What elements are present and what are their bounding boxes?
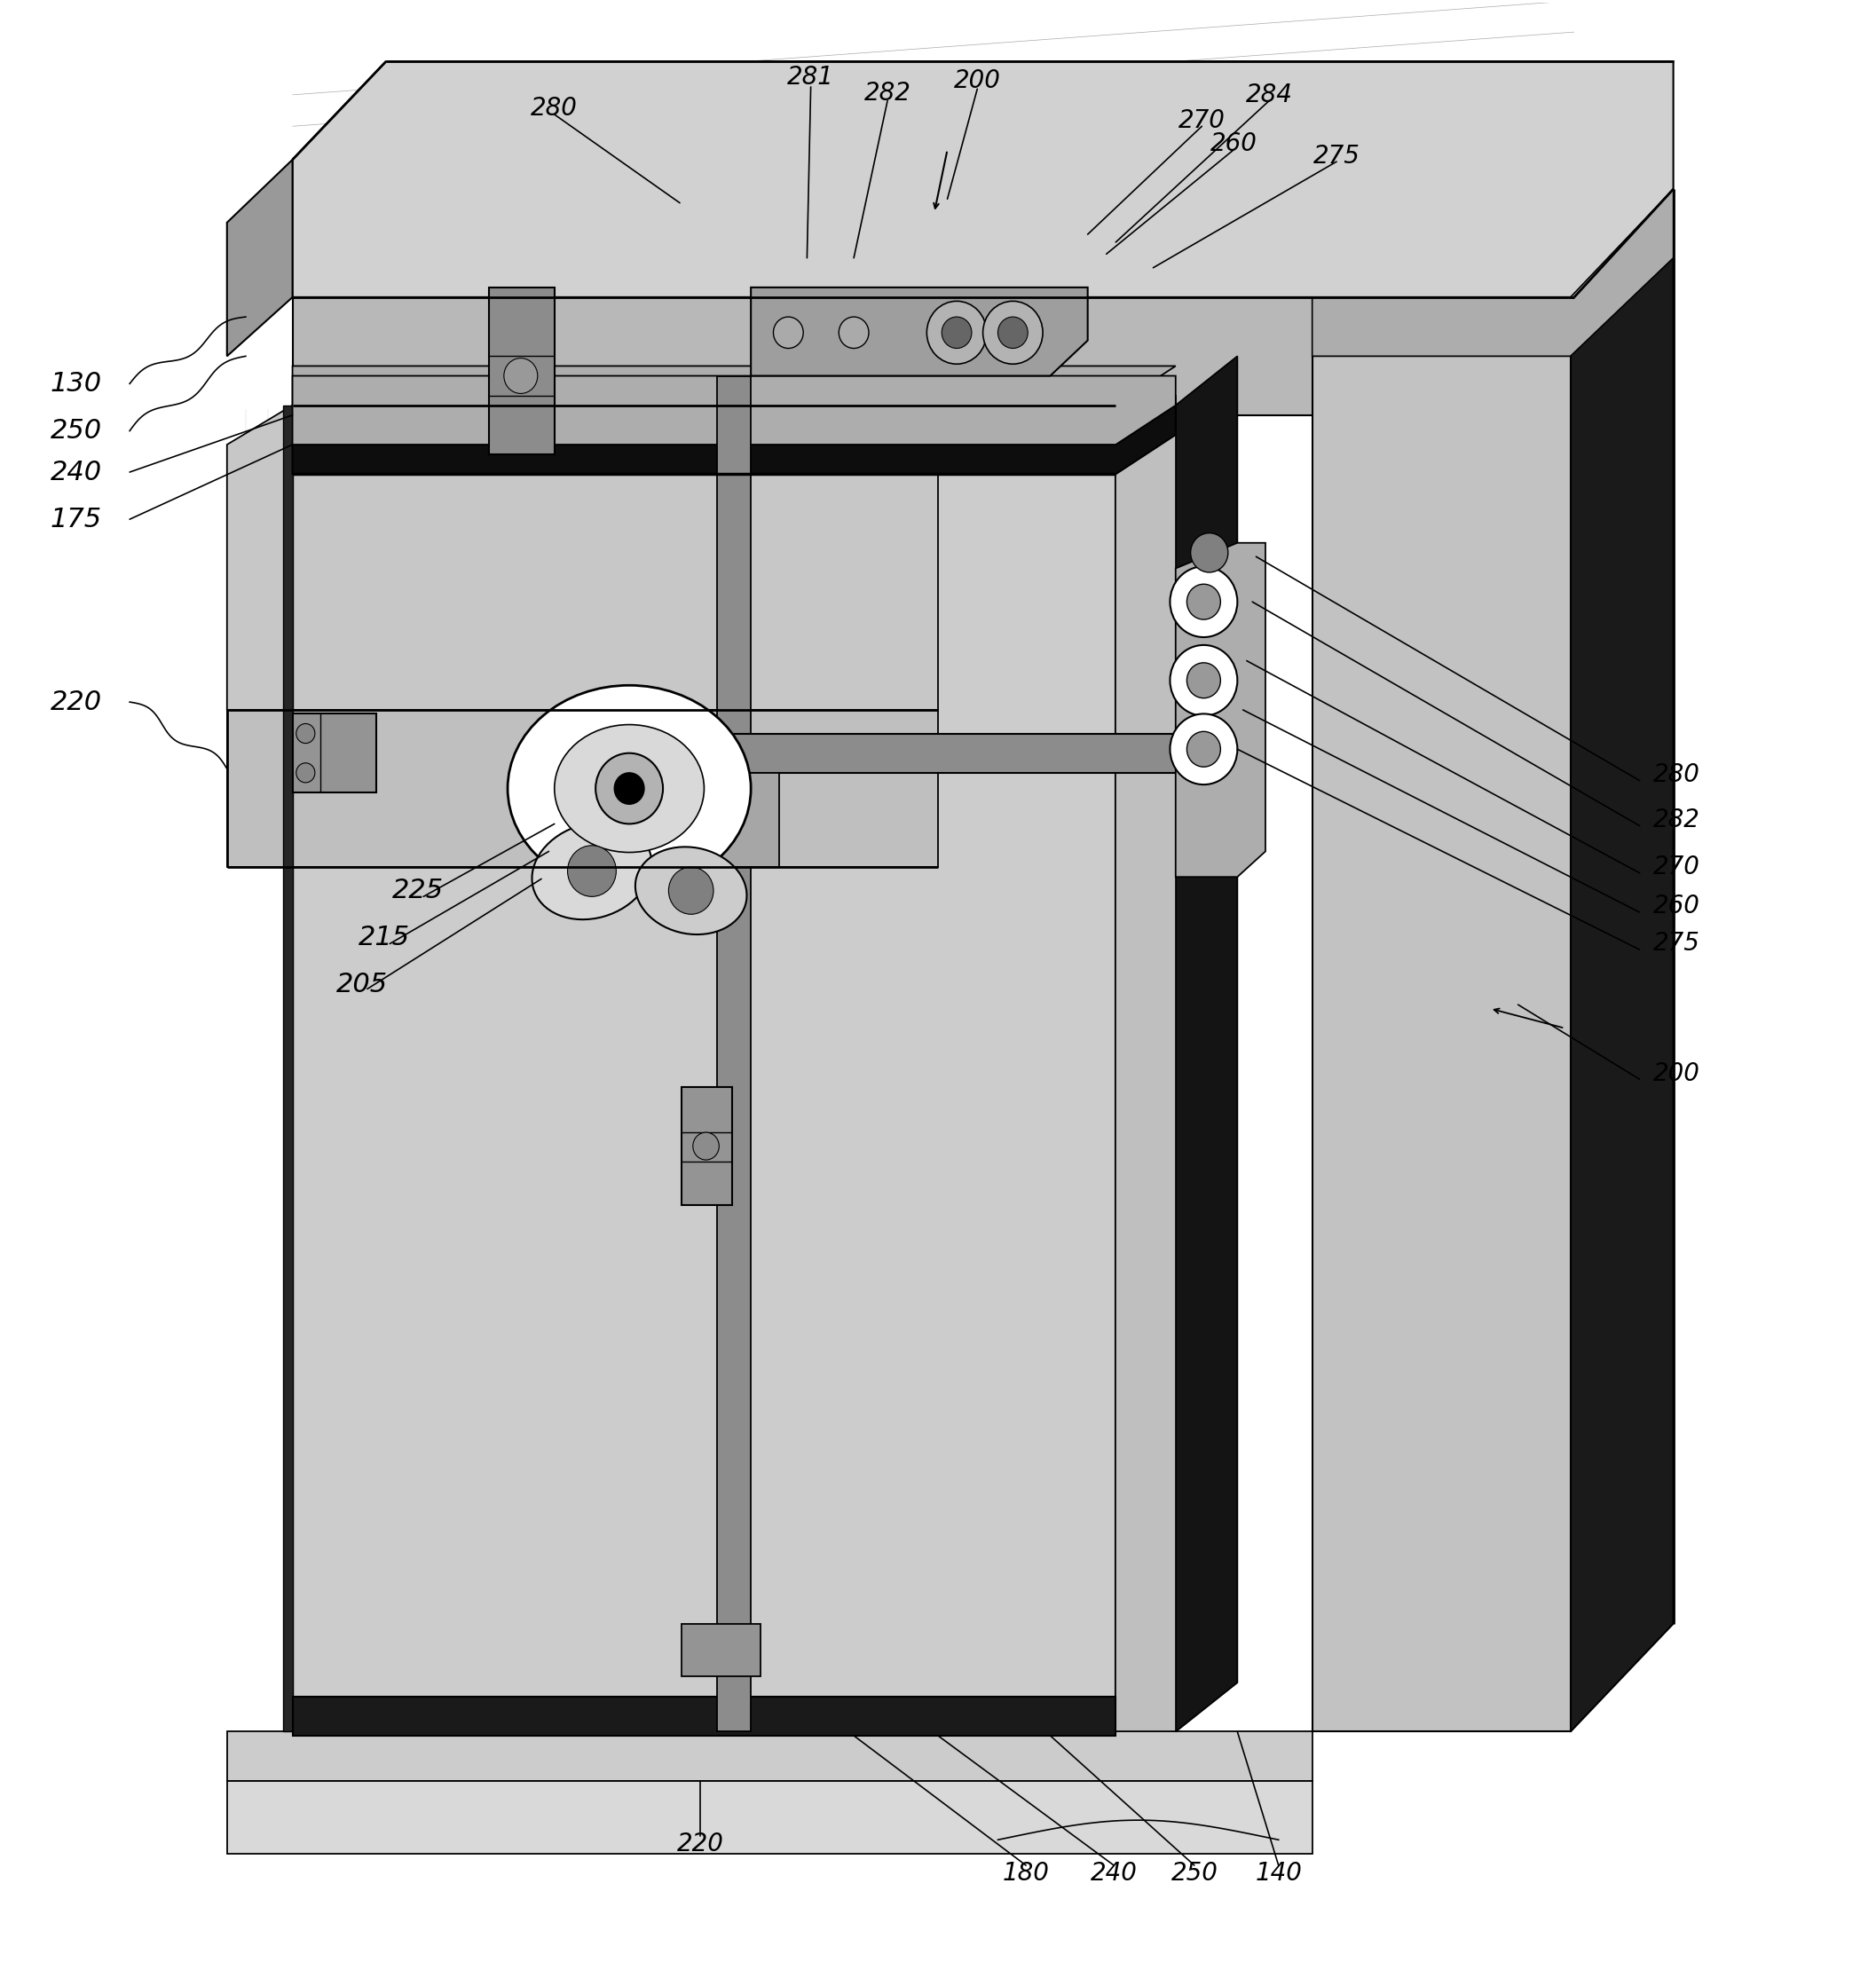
- Polygon shape: [293, 366, 1176, 406]
- Text: 282: 282: [1653, 808, 1700, 833]
- Text: 240: 240: [1090, 1862, 1137, 1885]
- Polygon shape: [565, 772, 779, 867]
- Text: 284: 284: [1246, 83, 1293, 106]
- Circle shape: [998, 317, 1028, 349]
- Polygon shape: [227, 709, 938, 867]
- Polygon shape: [750, 288, 1088, 376]
- Polygon shape: [283, 406, 293, 1732]
- Text: 180: 180: [1002, 1862, 1049, 1885]
- Text: 260: 260: [1653, 894, 1700, 918]
- Circle shape: [773, 317, 803, 349]
- Polygon shape: [227, 1781, 1311, 1854]
- Text: 240: 240: [51, 459, 101, 485]
- Polygon shape: [1311, 357, 1570, 1732]
- Circle shape: [1188, 662, 1221, 697]
- Text: 215: 215: [358, 926, 411, 952]
- Circle shape: [505, 359, 538, 394]
- Polygon shape: [490, 288, 555, 455]
- Text: 220: 220: [677, 1832, 724, 1856]
- Circle shape: [1171, 713, 1238, 784]
- Polygon shape: [1116, 396, 1176, 1732]
- Polygon shape: [293, 406, 1116, 1732]
- Circle shape: [1188, 731, 1221, 766]
- Circle shape: [1188, 585, 1221, 619]
- Text: 281: 281: [788, 65, 835, 89]
- Polygon shape: [1574, 189, 1673, 416]
- Polygon shape: [681, 1623, 760, 1676]
- Circle shape: [839, 317, 869, 349]
- Polygon shape: [717, 733, 1201, 772]
- Text: 270: 270: [1178, 108, 1225, 132]
- Polygon shape: [1311, 189, 1673, 357]
- Polygon shape: [1176, 357, 1238, 1732]
- Text: 270: 270: [1653, 855, 1700, 879]
- Text: 225: 225: [392, 879, 443, 904]
- Polygon shape: [293, 61, 1673, 297]
- Polygon shape: [227, 1732, 1311, 1781]
- Circle shape: [1191, 534, 1229, 573]
- Text: 220: 220: [51, 690, 101, 715]
- Text: 260: 260: [1210, 132, 1257, 156]
- Polygon shape: [1570, 209, 1673, 1732]
- Circle shape: [296, 723, 315, 743]
- Circle shape: [568, 845, 615, 896]
- Text: 250: 250: [1171, 1862, 1218, 1885]
- Circle shape: [296, 762, 315, 782]
- Text: 130: 130: [51, 370, 101, 396]
- Polygon shape: [293, 1696, 1116, 1736]
- Text: 280: 280: [1653, 762, 1700, 788]
- Circle shape: [595, 753, 662, 823]
- Text: 175: 175: [51, 506, 101, 532]
- Text: 275: 275: [1653, 932, 1700, 955]
- Polygon shape: [293, 297, 1574, 416]
- Polygon shape: [293, 376, 1176, 445]
- Text: 205: 205: [336, 971, 388, 999]
- Text: 275: 275: [1313, 144, 1360, 167]
- Circle shape: [1171, 567, 1238, 636]
- Circle shape: [692, 1133, 719, 1160]
- Ellipse shape: [508, 686, 750, 892]
- Text: 250: 250: [51, 418, 101, 443]
- Circle shape: [668, 867, 713, 914]
- Ellipse shape: [533, 823, 651, 920]
- Text: 200: 200: [1653, 1062, 1700, 1085]
- Circle shape: [927, 301, 987, 364]
- Polygon shape: [293, 713, 377, 792]
- Polygon shape: [681, 1087, 732, 1206]
- Circle shape: [942, 317, 972, 349]
- Text: 282: 282: [865, 81, 912, 104]
- Circle shape: [613, 772, 643, 804]
- Ellipse shape: [555, 725, 704, 853]
- Ellipse shape: [636, 847, 747, 934]
- Text: 140: 140: [1255, 1862, 1302, 1885]
- Circle shape: [1171, 644, 1238, 715]
- Polygon shape: [227, 406, 938, 709]
- Circle shape: [983, 301, 1043, 364]
- Text: 200: 200: [953, 69, 1000, 93]
- Polygon shape: [227, 160, 293, 357]
- Text: 280: 280: [531, 97, 578, 120]
- Polygon shape: [1176, 544, 1266, 877]
- Polygon shape: [717, 376, 750, 1732]
- Polygon shape: [293, 406, 1176, 475]
